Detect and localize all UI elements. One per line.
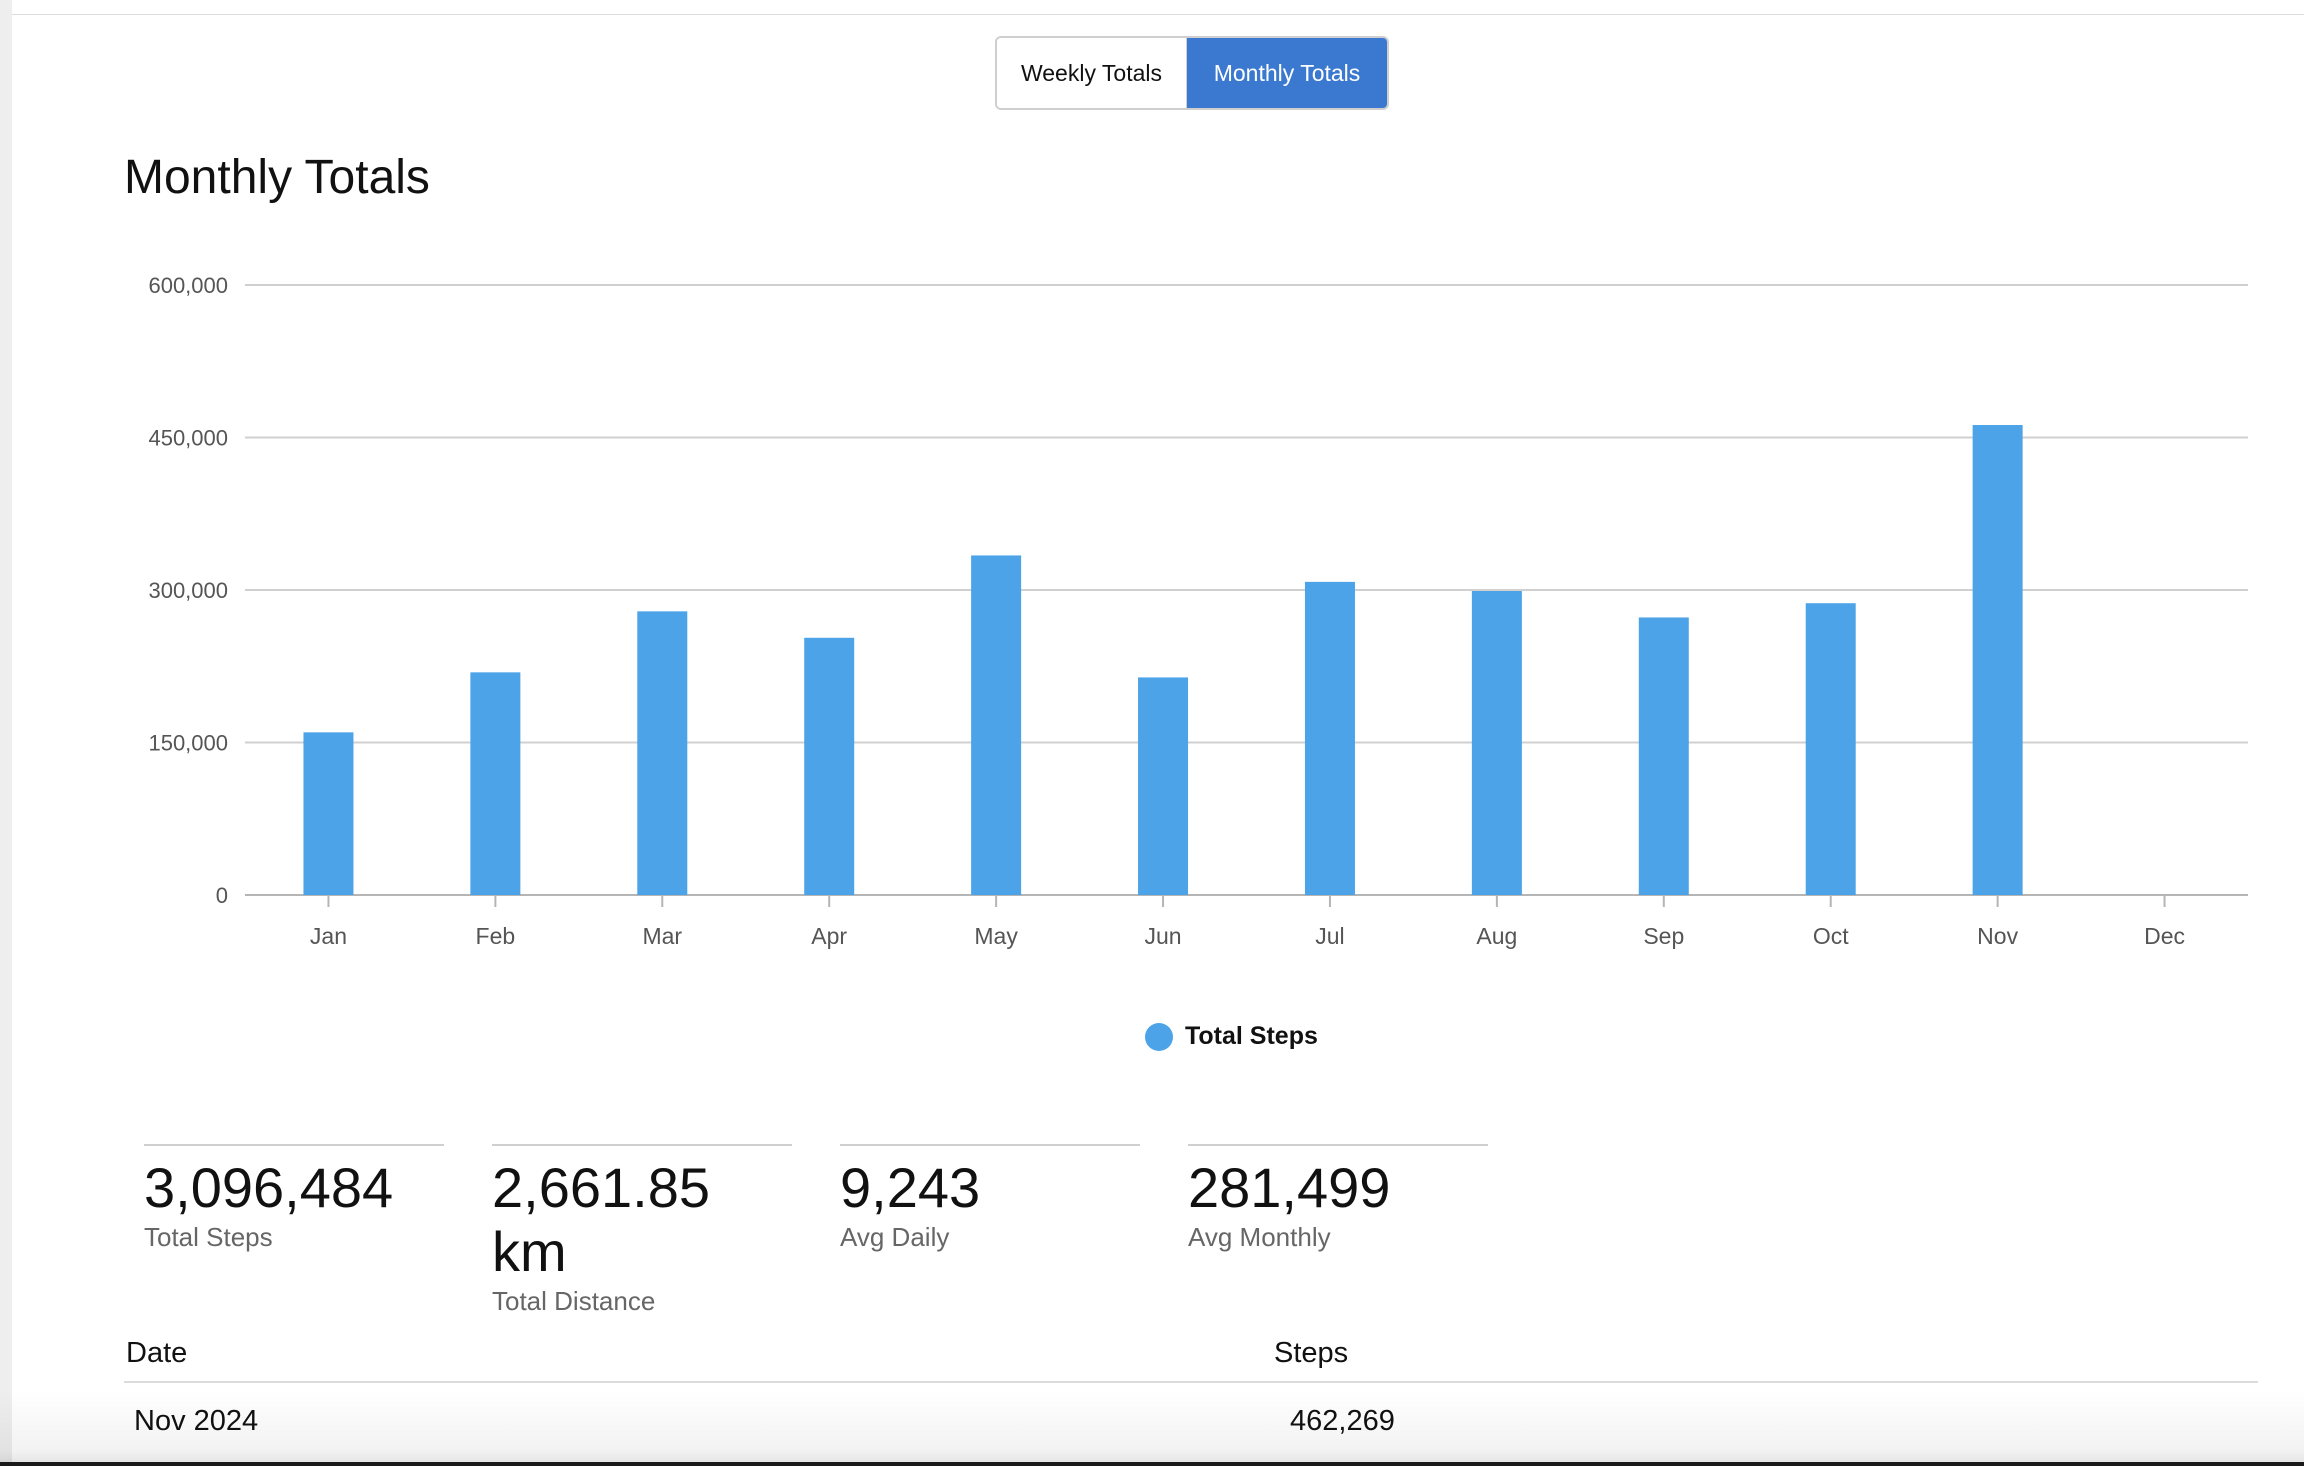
stat-label: Avg Monthly xyxy=(1188,1222,1331,1252)
bar-oct[interactable] xyxy=(1805,603,1856,895)
monthly-totals-button[interactable]: Monthly Totals xyxy=(1187,38,1387,108)
bar-nov[interactable] xyxy=(1972,425,2023,895)
stat-value: 2,661.85 km xyxy=(492,1156,710,1283)
page-title: Monthly Totals xyxy=(124,151,430,204)
bar-jun[interactable] xyxy=(1138,677,1189,895)
chart-legend[interactable]: Total Steps xyxy=(1145,1022,1318,1051)
cell-date: Nov 2024 xyxy=(134,1404,259,1437)
top-divider xyxy=(12,14,2304,15)
x-tick-label: Mar xyxy=(642,923,682,949)
bar-jan[interactable] xyxy=(303,732,354,895)
stat-avg-daily: 9,243 Avg Daily xyxy=(840,1144,1140,1317)
totals-toggle: Weekly Totals Monthly Totals xyxy=(995,36,1389,110)
x-tick-label: Dec xyxy=(2144,923,2185,949)
bar-jul[interactable] xyxy=(1304,581,1355,895)
stat-value: 9,243 xyxy=(840,1156,981,1219)
stat-total-steps: 3,096,484 Total Steps xyxy=(144,1144,444,1317)
y-tick-label: 600,000 xyxy=(148,273,228,298)
table-row[interactable]: Nov 2024 462,269 xyxy=(124,1383,2258,1459)
y-tick-label: 150,000 xyxy=(148,731,228,756)
x-tick-label: Jun xyxy=(1144,923,1181,949)
x-tick-label: Aug xyxy=(1476,923,1517,949)
legend-marker xyxy=(1145,1022,1173,1051)
bottom-edge xyxy=(0,1462,2304,1466)
stat-total-distance: 2,661.85 km Total Distance xyxy=(492,1144,792,1317)
stat-avg-monthly: 281,499 Avg Monthly xyxy=(1188,1144,1488,1317)
left-rail xyxy=(0,0,12,1466)
x-tick-label: Oct xyxy=(1813,923,1849,949)
cell-steps: 462,269 xyxy=(1290,1404,1395,1437)
bar-aug[interactable] xyxy=(1471,591,1522,895)
bar-may[interactable] xyxy=(971,555,1022,895)
y-tick-label: 0 xyxy=(216,883,228,908)
y-tick-label: 300,000 xyxy=(148,578,228,603)
column-header-steps: Steps xyxy=(1274,1336,1349,1369)
x-tick-label: Jan xyxy=(310,923,347,949)
stats-summary: 3,096,484 Total Steps 2,661.85 km Total … xyxy=(144,1144,1536,1317)
x-tick-label: Feb xyxy=(476,923,516,949)
table-header: Date Steps xyxy=(124,1325,2258,1383)
bar-apr[interactable] xyxy=(804,637,855,895)
x-tick-label: Nov xyxy=(1977,923,2018,949)
legend-label: Total Steps xyxy=(1185,1022,1318,1050)
stat-label: Total Distance xyxy=(492,1286,656,1316)
stat-label: Total Steps xyxy=(144,1222,273,1252)
weekly-totals-button[interactable]: Weekly Totals xyxy=(997,38,1187,108)
monthly-steps-chart: 0 150,000 300,000 450,000 600,000 Jan Feb Mar Ap… xyxy=(148,273,2248,949)
x-tick-label: Jul xyxy=(1315,923,1344,949)
stat-value: 281,499 xyxy=(1188,1156,1391,1219)
x-tick-label: Apr xyxy=(811,923,847,949)
stat-label: Avg Daily xyxy=(840,1222,950,1252)
x-tick-label: Sep xyxy=(1643,923,1684,949)
bar-feb[interactable] xyxy=(470,672,521,895)
bar-mar[interactable] xyxy=(637,611,688,895)
bar-sep[interactable] xyxy=(1638,617,1689,895)
monthly-steps-table: Date Steps Nov 2024 462,269 xyxy=(124,1325,2258,1459)
stat-value: 3,096,484 xyxy=(144,1156,394,1219)
x-tick-label: May xyxy=(974,923,1018,949)
column-header-date: Date xyxy=(126,1336,188,1369)
y-tick-label: 450,000 xyxy=(148,426,228,451)
